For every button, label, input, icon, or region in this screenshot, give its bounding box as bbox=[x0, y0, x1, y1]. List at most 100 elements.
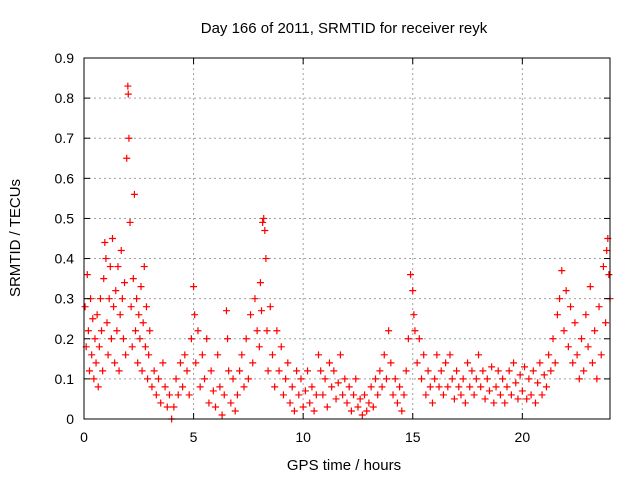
data-point bbox=[514, 395, 522, 403]
data-point bbox=[485, 387, 493, 395]
data-point bbox=[407, 271, 415, 279]
data-point bbox=[369, 403, 377, 411]
data-point bbox=[301, 387, 309, 395]
data-point bbox=[376, 367, 384, 375]
data-point bbox=[214, 351, 222, 359]
data-point bbox=[244, 375, 252, 383]
data-point bbox=[367, 383, 375, 391]
y-tick-label: 0.2 bbox=[55, 331, 75, 347]
data-point bbox=[424, 367, 432, 375]
data-point bbox=[263, 327, 271, 335]
data-point bbox=[181, 351, 189, 359]
data-point bbox=[106, 263, 114, 271]
data-point bbox=[525, 375, 533, 383]
data-point bbox=[363, 407, 371, 415]
data-point bbox=[138, 367, 146, 375]
data-point bbox=[446, 351, 454, 359]
data-point bbox=[505, 367, 513, 375]
data-point bbox=[148, 383, 156, 391]
data-point bbox=[426, 383, 434, 391]
data-point bbox=[479, 367, 487, 375]
data-point bbox=[146, 327, 154, 335]
x-tick-label: 5 bbox=[190, 429, 198, 445]
data-point bbox=[547, 367, 555, 375]
data-point bbox=[190, 283, 198, 291]
data-point bbox=[422, 391, 430, 399]
data-point bbox=[402, 367, 410, 375]
data-point bbox=[483, 375, 491, 383]
data-point bbox=[575, 375, 583, 383]
plot-frame bbox=[83, 57, 611, 420]
data-point bbox=[185, 391, 193, 399]
data-point bbox=[238, 351, 246, 359]
data-point bbox=[470, 391, 478, 399]
data-point bbox=[602, 319, 610, 327]
data-point bbox=[144, 375, 152, 383]
data-point bbox=[262, 255, 270, 263]
data-point bbox=[85, 367, 93, 375]
data-point bbox=[396, 383, 404, 391]
data-point bbox=[352, 375, 360, 383]
data-point bbox=[332, 395, 340, 403]
y-tick-label: 0.9 bbox=[55, 50, 75, 66]
data-point bbox=[433, 351, 441, 359]
data-point bbox=[356, 395, 364, 403]
data-point bbox=[308, 383, 316, 391]
data-point bbox=[145, 351, 153, 359]
data-point bbox=[112, 287, 120, 295]
chart-title: Day 166 of 2011, SRMTID for receiver rey… bbox=[201, 20, 488, 37]
data-point bbox=[157, 399, 165, 407]
data-point bbox=[268, 351, 276, 359]
data-point bbox=[439, 391, 447, 399]
data-point bbox=[435, 383, 443, 391]
data-point bbox=[599, 263, 607, 271]
data-point bbox=[542, 383, 550, 391]
data-point bbox=[142, 303, 150, 311]
data-point bbox=[256, 279, 264, 287]
data-point bbox=[201, 375, 209, 383]
data-point bbox=[315, 351, 323, 359]
data-point bbox=[121, 279, 129, 287]
data-point bbox=[135, 311, 143, 319]
y-tick-label: 0.5 bbox=[55, 210, 75, 226]
data-point bbox=[317, 367, 325, 375]
data-point bbox=[150, 367, 158, 375]
data-point bbox=[84, 327, 92, 335]
data-point bbox=[130, 190, 138, 198]
data-point bbox=[91, 335, 99, 343]
data-point bbox=[259, 218, 267, 226]
data-point bbox=[236, 367, 244, 375]
data-point bbox=[110, 303, 118, 311]
data-point bbox=[319, 391, 327, 399]
axis-ticks: 0 0.1 0.2 0.3 0.4 0.5 0.6 0.7 0.8 0.9 0 5 10 15 20 bbox=[55, 50, 610, 445]
data-point bbox=[231, 407, 239, 415]
x-tick-label: 20 bbox=[515, 429, 531, 445]
data-point bbox=[113, 327, 121, 335]
data-point bbox=[323, 403, 331, 411]
data-point bbox=[124, 90, 132, 98]
data-point bbox=[595, 303, 603, 311]
y-tick-label: 0.3 bbox=[55, 291, 75, 307]
data-point bbox=[310, 407, 318, 415]
data-point bbox=[586, 283, 594, 291]
data-point bbox=[389, 391, 397, 399]
data-point bbox=[411, 327, 419, 335]
data-point bbox=[330, 367, 338, 375]
data-point bbox=[472, 375, 480, 383]
data-point bbox=[490, 399, 498, 407]
data-point bbox=[225, 367, 233, 375]
data-point bbox=[95, 343, 103, 351]
data-point bbox=[304, 367, 312, 375]
data-point bbox=[222, 307, 230, 315]
data-point bbox=[224, 335, 232, 343]
y-tick-label: 0.7 bbox=[55, 130, 75, 146]
data-point bbox=[94, 383, 102, 391]
data-point bbox=[475, 351, 482, 359]
data-point bbox=[569, 359, 577, 367]
data-point bbox=[507, 391, 515, 399]
data-point bbox=[192, 359, 200, 367]
data-point bbox=[404, 335, 412, 343]
data-point bbox=[93, 311, 101, 319]
data-point bbox=[161, 383, 169, 391]
